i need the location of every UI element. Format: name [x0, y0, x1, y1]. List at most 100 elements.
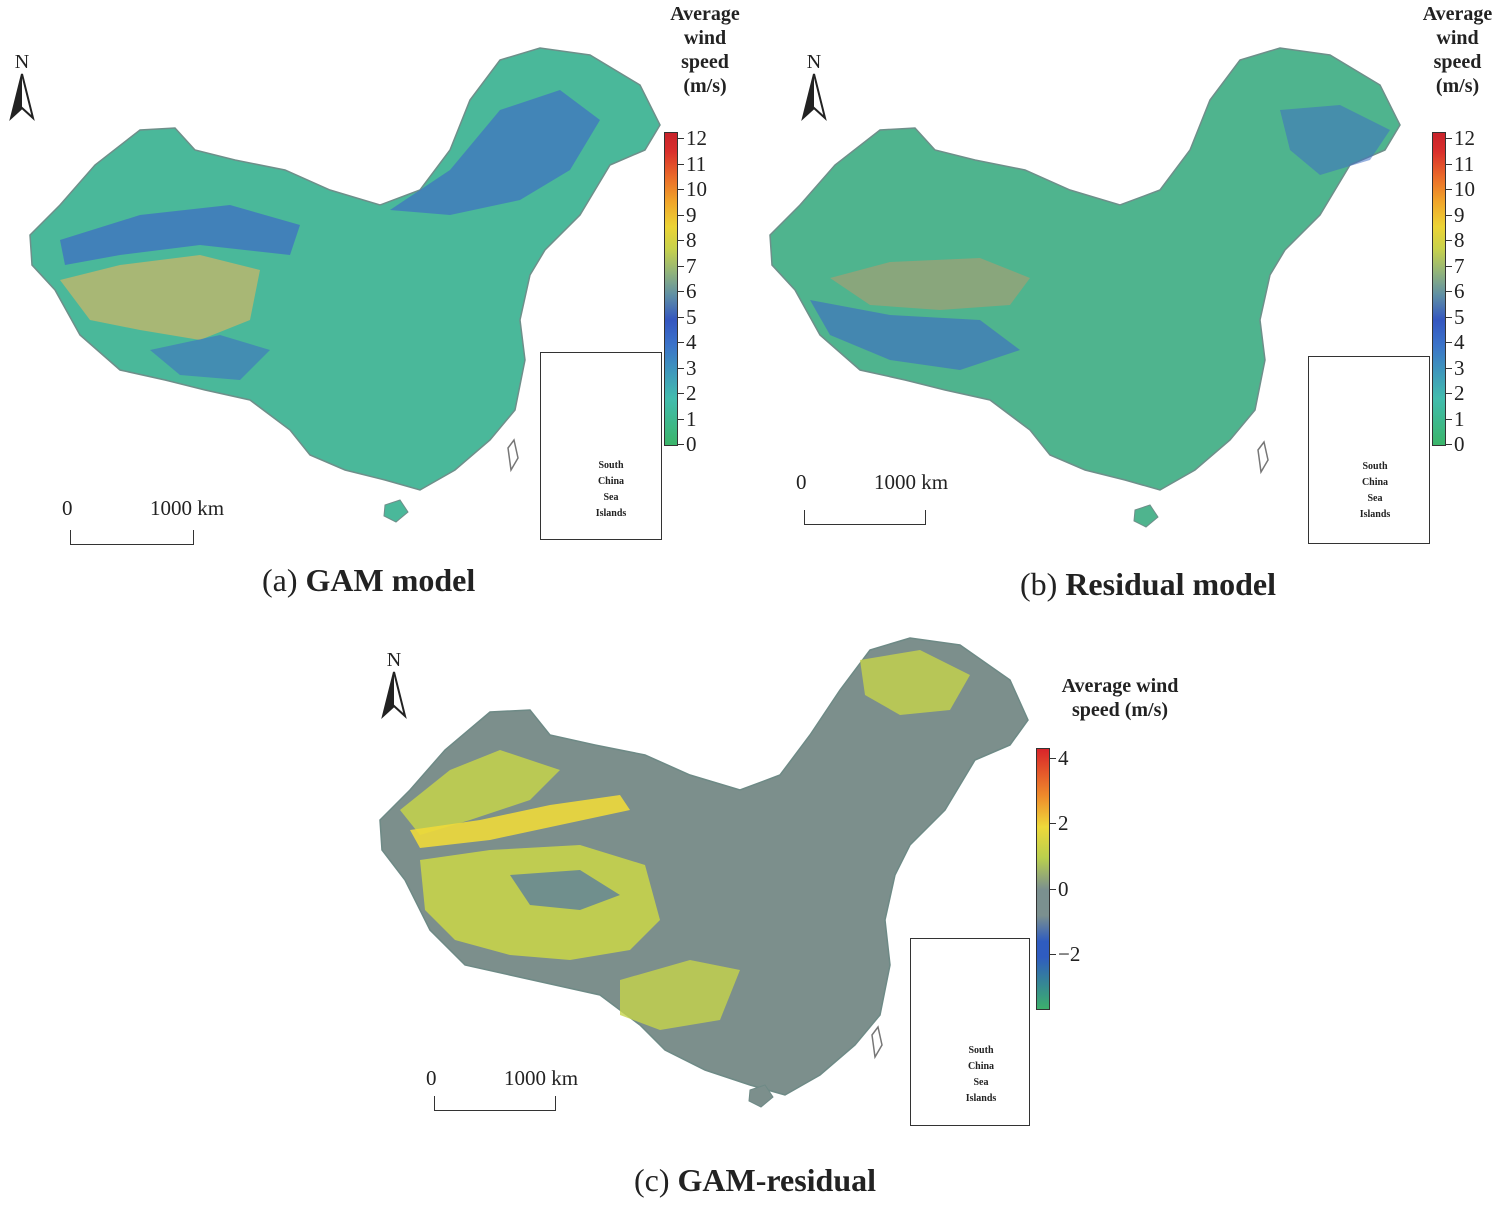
xinjiang-positive-anomaly-c	[400, 750, 560, 835]
scale-end-a: 1000 km	[150, 496, 225, 520]
colorbar-tick-mark	[678, 214, 684, 216]
caption-c: (c) GAM-residual	[634, 1162, 876, 1199]
legend-title-c: Average wind speed (m/s)	[1040, 674, 1200, 722]
caption-name: Residual model	[1065, 566, 1276, 602]
south-positive-anomaly-c	[620, 960, 740, 1030]
colorbar-tick-mark	[678, 163, 684, 165]
china-landmass-c	[379, 637, 1029, 1096]
south-china-sea-inset-b: South China Sea Islands	[1308, 356, 1430, 544]
colorbar-tick-mark	[678, 367, 684, 369]
colorbar-tick-mark	[1446, 189, 1452, 190]
legend-title-line: wind	[683, 27, 727, 49]
colorbar-tick-mark	[678, 138, 684, 139]
colorbar-tick-label: 8	[1454, 228, 1465, 252]
panel-gam-model: N Average wind speed (m/s) 12 11 10 9 8 7 6 5 4 3…	[0, 0, 760, 610]
caption-prefix: (a)	[262, 562, 298, 598]
scale-start-b: 0	[796, 470, 807, 494]
colorbar-tick-mark	[1050, 954, 1056, 955]
inset-label-b: South China Sea Islands	[1345, 459, 1405, 523]
colorbar-tick-mark	[678, 418, 684, 420]
colorbar-tick-mark	[1446, 393, 1452, 394]
north-arrow-icon	[381, 671, 407, 719]
colorbar-tick-label: 1	[686, 406, 697, 431]
colorbar-tick-label: 0	[1454, 432, 1465, 456]
scale-end-c: 1000 km	[504, 1066, 579, 1090]
colorbar-tick-label: 10	[1454, 177, 1475, 201]
china-landmass-b	[769, 47, 1401, 491]
panel-gam-residual: N Average wind speed (m/s) 4 2 0 −2 South C…	[360, 620, 1240, 1214]
taiwan-island-c	[871, 1025, 883, 1060]
colorbar-tick-label: 12	[1454, 126, 1475, 150]
north-label: N	[806, 51, 822, 73]
colorbar-tick-mark	[1446, 342, 1452, 343]
northeast-low-wind-a	[390, 90, 600, 215]
scale-end-b: 1000 km	[874, 470, 949, 494]
legend-title-line: wind	[1436, 27, 1479, 49]
north-arrow-icon	[9, 73, 35, 121]
south-china-sea-inset-a: South China Sea Islands	[540, 352, 662, 540]
caption-name: GAM model	[305, 562, 476, 598]
colorbar-tick-label: 10	[686, 177, 707, 201]
legend-title-b: Average wind speed (m/s)	[1410, 2, 1505, 98]
colorbar-tick-mark	[1446, 138, 1452, 139]
inset-label-a: South China Sea Islands	[581, 458, 641, 522]
china-wind-map-b	[769, 47, 1401, 528]
colorbar-tick-mark	[678, 265, 684, 267]
inset-label-line: China	[597, 476, 625, 487]
inset-label-line: Sea	[973, 1077, 989, 1088]
colorbar-tick-label: 4	[1058, 746, 1069, 770]
colorbar-tick-label: 5	[1454, 304, 1465, 329]
colorbar-c	[1036, 748, 1050, 1010]
colorbar-tick-label: 3	[1454, 355, 1465, 380]
legend-title-line: (m/s)	[1435, 75, 1480, 97]
inset-label-line: Islands	[1359, 509, 1391, 520]
china-wind-map-a	[29, 47, 661, 523]
caption-prefix: (c)	[634, 1162, 670, 1198]
colorbar-tick-mark	[1446, 265, 1452, 267]
negative-anomaly-c	[510, 870, 620, 910]
inset-label-line: Sea	[603, 492, 619, 503]
colorbar-tick-label: 2	[1454, 381, 1465, 405]
low-wind-band-b	[810, 300, 1020, 370]
north-arrow-a: N	[2, 52, 42, 127]
colorbar-tick-mark	[1446, 240, 1452, 241]
high-anomaly-ridge-c	[410, 795, 630, 848]
inset-label-line: South	[598, 460, 624, 471]
north-arrow-b: N	[794, 52, 834, 127]
legend-title-line: speed (m/s)	[1071, 699, 1169, 721]
legend-title-line: Average wind	[1061, 675, 1179, 697]
northeast-low-wind-b	[1280, 105, 1390, 175]
colorbar-tick-mark	[1446, 367, 1452, 369]
colorbar-tick-label: 11	[686, 151, 707, 176]
legend-title-line: Average	[1422, 3, 1493, 25]
colorbar-tick-label: 8	[686, 228, 697, 252]
inset-label-line: South	[1362, 461, 1388, 472]
inset-label-c: South China Sea Islands	[951, 1043, 1011, 1107]
tibet-high-wind-b	[830, 258, 1030, 310]
colorbar-tick-mark	[1050, 758, 1056, 759]
colorbar-tick-mark	[678, 342, 684, 343]
scale-bar-b	[804, 510, 926, 525]
legend-title-line: speed	[1433, 51, 1482, 73]
caption-prefix: (b)	[1020, 566, 1058, 602]
colorbar-tick-label: 4	[686, 330, 697, 354]
caption-name: GAM-residual	[677, 1162, 877, 1198]
colorbar-tick-mark	[1446, 316, 1452, 318]
colorbar-tick-label: 9	[1454, 202, 1465, 227]
colorbar-tick-label: 9	[686, 202, 697, 227]
north-arrow-icon	[801, 73, 827, 121]
colorbar-tick-mark	[1446, 163, 1452, 165]
colorbar-tick-label: −2	[1058, 942, 1081, 966]
caption-b: (b) Residual model	[1020, 566, 1276, 603]
colorbar-tick-mark	[1050, 888, 1056, 890]
colorbar-tick-label: 12	[686, 126, 707, 150]
colorbar-tick-label: 4	[1454, 330, 1465, 354]
south-china-sea-inset-c: South China Sea Islands	[910, 938, 1030, 1126]
north-label: N	[386, 649, 402, 671]
panel-residual-model: N Average wind speed (m/s) 12 11 10 9 8 7 6 5 4 3…	[760, 0, 1505, 610]
colorbar-tick-label: 0	[1058, 876, 1069, 901]
colorbar-tick-mark	[678, 316, 684, 318]
legend-title-line: (m/s)	[683, 75, 727, 97]
colorbar-tick-label: 2	[686, 381, 697, 405]
legend-title-a: Average wind speed (m/s)	[650, 2, 760, 98]
